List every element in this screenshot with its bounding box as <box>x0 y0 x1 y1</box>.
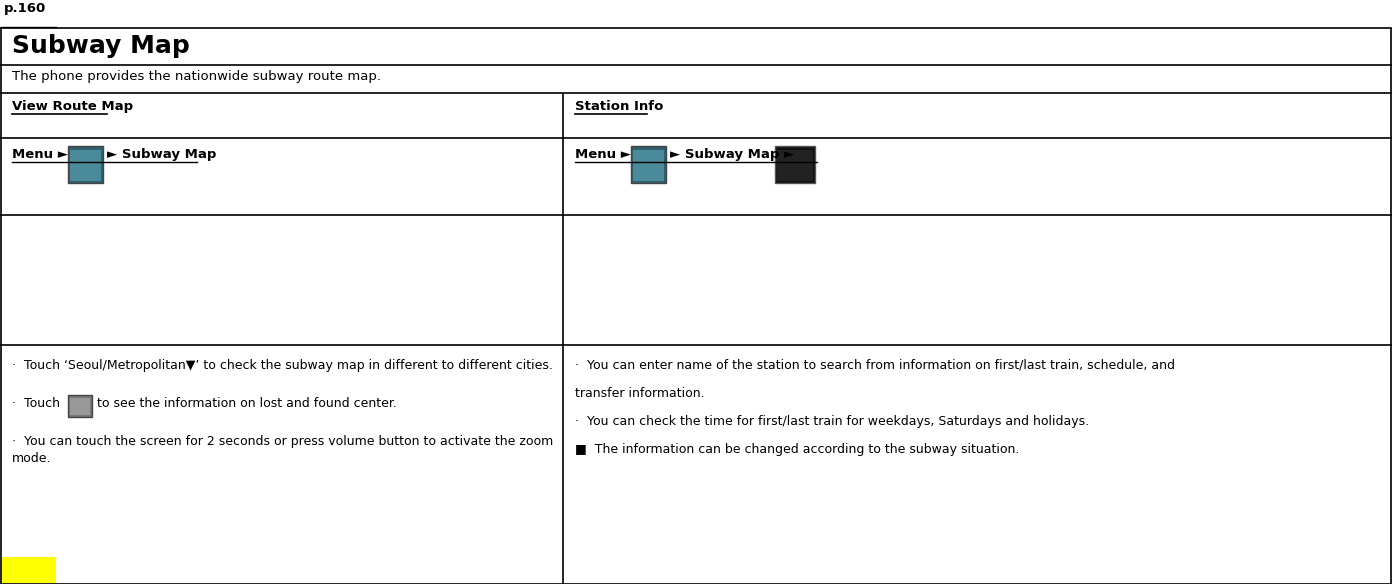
Text: to see the information on lost and found center.: to see the information on lost and found… <box>97 397 397 410</box>
FancyBboxPatch shape <box>68 146 103 183</box>
FancyBboxPatch shape <box>1 557 56 583</box>
Text: ·  Touch ‘Seoul/Metropolitan▼’ to check the subway map in different to different: · Touch ‘Seoul/Metropolitan▼’ to check t… <box>13 359 553 372</box>
Text: ·  You can enter name of the station to search from information on first/last tr: · You can enter name of the station to s… <box>575 359 1175 372</box>
Text: Menu ►: Menu ► <box>13 148 68 161</box>
Text: View Route Map: View Route Map <box>13 100 134 113</box>
Text: transfer information.: transfer information. <box>575 387 704 400</box>
Text: p.160: p.160 <box>4 2 46 15</box>
FancyBboxPatch shape <box>633 150 664 181</box>
FancyBboxPatch shape <box>777 150 813 181</box>
Text: ·  You can check the time for first/last train for weekdays, Saturdays and holid: · You can check the time for first/last … <box>575 415 1089 428</box>
Text: Station Info: Station Info <box>575 100 664 113</box>
Text: ► Subway Map: ► Subway Map <box>107 148 216 161</box>
FancyBboxPatch shape <box>70 150 102 181</box>
Text: mode.: mode. <box>13 452 52 465</box>
Text: ■  The information can be changed according to the subway situation.: ■ The information can be changed accordi… <box>575 443 1019 456</box>
FancyBboxPatch shape <box>631 146 665 183</box>
Text: ·  Touch: · Touch <box>13 397 60 410</box>
Text: Subway Map: Subway Map <box>13 34 189 58</box>
Text: ► Subway Map ►: ► Subway Map ► <box>670 148 795 161</box>
Text: ·  You can touch the screen for 2 seconds or press volume button to activate the: · You can touch the screen for 2 seconds… <box>13 435 553 448</box>
FancyBboxPatch shape <box>68 395 92 417</box>
Text: The phone provides the nationwide subway route map.: The phone provides the nationwide subway… <box>13 70 381 83</box>
Text: Menu ►: Menu ► <box>575 148 631 161</box>
FancyBboxPatch shape <box>775 146 814 183</box>
FancyBboxPatch shape <box>70 398 90 415</box>
